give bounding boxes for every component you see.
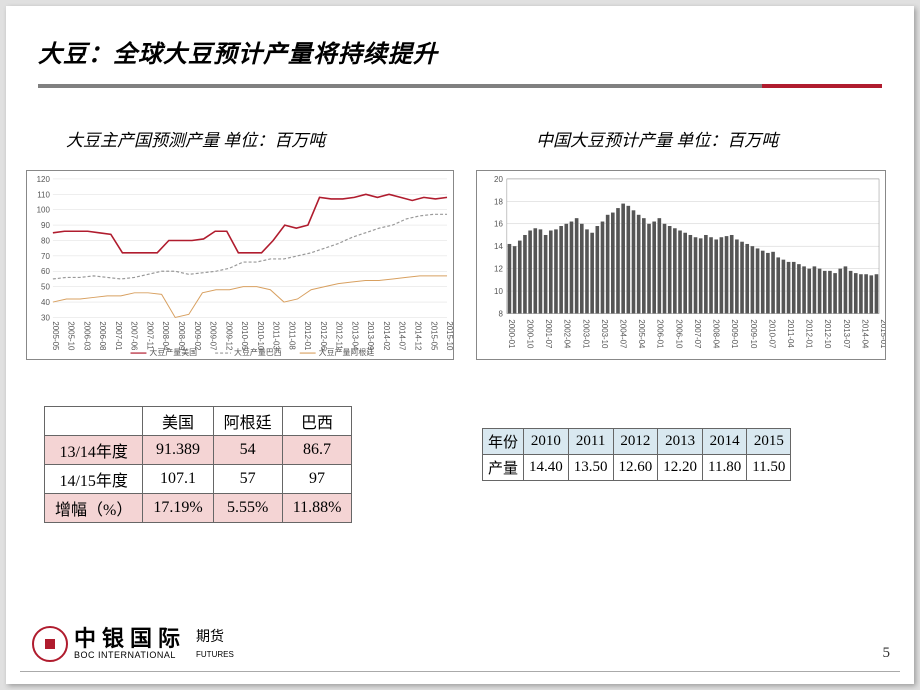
- svg-text:2007-01: 2007-01: [114, 321, 123, 351]
- svg-text:2012-01: 2012-01: [303, 321, 312, 351]
- svg-text:2007-06: 2007-06: [130, 321, 139, 351]
- col-us: 美国: [143, 407, 213, 436]
- svg-text:2013-04: 2013-04: [350, 321, 359, 351]
- svg-text:2003-10: 2003-10: [600, 319, 609, 349]
- svg-text:14: 14: [494, 242, 503, 251]
- svg-text:2011-03: 2011-03: [272, 321, 281, 350]
- svg-text:2014-02: 2014-02: [382, 321, 391, 350]
- svg-text:2011-08: 2011-08: [287, 321, 296, 350]
- svg-text:2015-01: 2015-01: [879, 319, 885, 349]
- svg-text:2005-04: 2005-04: [637, 319, 646, 349]
- svg-text:50: 50: [41, 283, 50, 292]
- right-bar-chart: 8 10 12 14 16 18 20 2000-01 2000-10 2001-07 2002-0…: [476, 170, 886, 360]
- svg-text:2002-04: 2002-04: [563, 319, 572, 349]
- logo: 中银国际 BOC INTERNATIONAL 期货 FUTURES: [32, 626, 234, 662]
- slide: 大豆：全球大豆预计产量将持续提升 大豆主产国预测产量 单位：百万吨 中国大豆预计…: [6, 6, 914, 684]
- svg-text:20: 20: [494, 175, 503, 184]
- svg-text:110: 110: [37, 190, 50, 199]
- svg-text:大豆产量美国: 大豆产量美国: [149, 347, 197, 357]
- svg-text:2000-10: 2000-10: [525, 319, 534, 349]
- svg-text:2015-05: 2015-05: [429, 321, 438, 351]
- svg-text:80: 80: [41, 236, 50, 245]
- svg-text:10: 10: [494, 287, 503, 296]
- svg-text:18: 18: [494, 197, 503, 206]
- svg-text:2009-01: 2009-01: [730, 319, 739, 349]
- svg-text:大豆产量阿根廷: 大豆产量阿根廷: [319, 347, 375, 357]
- svg-text:2004-07: 2004-07: [618, 319, 627, 348]
- svg-text:2005-05: 2005-05: [51, 321, 60, 351]
- right-table-row-years: 年份 2010 2011 2012 2013 2014 2015: [483, 429, 791, 455]
- col-ar: 阿根廷: [213, 407, 282, 436]
- svg-text:40: 40: [41, 298, 50, 307]
- left-line-chart: 30 40 50 60 70 80 90 100 110 120 2005-05 2005-10 200…: [26, 170, 454, 360]
- svg-text:2012-10: 2012-10: [823, 319, 832, 349]
- svg-text:70: 70: [41, 252, 50, 261]
- svg-text:120: 120: [37, 175, 51, 184]
- svg-text:60: 60: [41, 267, 50, 276]
- svg-text:2012-11: 2012-11: [335, 321, 344, 350]
- brand-suffix: 期货 FUTURES: [196, 626, 234, 662]
- svg-text:2008-04: 2008-04: [161, 321, 170, 351]
- svg-text:2009-07: 2009-07: [209, 321, 218, 350]
- svg-text:90: 90: [41, 221, 50, 230]
- brand-en: BOC INTERNATIONAL: [74, 650, 176, 660]
- svg-text:2014-04: 2014-04: [860, 319, 869, 349]
- table-row: 增幅（%） 17.19% 5.55% 11.88%: [45, 494, 352, 523]
- table-row: 14/15年度 107.1 57 97: [45, 465, 352, 494]
- logo-text: 中银国际 BOC INTERNATIONAL: [74, 627, 186, 661]
- left-table: 美国 阿根廷 巴西 13/14年度 91.389 54 86.7 14/15年度…: [44, 406, 352, 523]
- svg-text:2008-04: 2008-04: [712, 319, 721, 349]
- logo-coin-icon: [32, 626, 68, 662]
- svg-text:2006-01: 2006-01: [656, 319, 665, 349]
- subtitle-left: 大豆主产国预测产量 单位：百万吨: [66, 126, 325, 151]
- svg-text:12: 12: [494, 265, 503, 274]
- svg-text:2012-01: 2012-01: [805, 319, 814, 349]
- svg-text:2007-11: 2007-11: [145, 321, 154, 350]
- title-divider: [38, 84, 882, 88]
- svg-text:2012-06: 2012-06: [319, 321, 328, 351]
- svg-text:100: 100: [37, 206, 51, 215]
- svg-text:2006-08: 2006-08: [98, 321, 107, 351]
- right-table: 年份 2010 2011 2012 2013 2014 2015 产量 14.4…: [482, 428, 791, 481]
- svg-text:2011-04: 2011-04: [786, 319, 795, 348]
- svg-text:2000-01: 2000-01: [507, 319, 516, 349]
- slide-title: 大豆：全球大豆预计产量将持续提升: [38, 34, 438, 69]
- svg-text:2006-03: 2006-03: [82, 321, 91, 351]
- left-table-header: 美国 阿根廷 巴西: [45, 407, 352, 436]
- brand-cn: 中银国际: [74, 626, 186, 651]
- footer-line: [20, 671, 900, 672]
- svg-text:2010-05: 2010-05: [240, 321, 249, 351]
- svg-text:2006-10: 2006-10: [674, 319, 683, 349]
- svg-text:2015-10: 2015-10: [445, 321, 453, 351]
- svg-text:大豆产量巴西: 大豆产量巴西: [234, 347, 282, 357]
- svg-text:2003-01: 2003-01: [581, 319, 590, 349]
- svg-text:2009-10: 2009-10: [749, 319, 758, 349]
- svg-text:2008-09: 2008-09: [177, 321, 186, 351]
- svg-text:2014-07: 2014-07: [398, 321, 407, 350]
- svg-text:2013-09: 2013-09: [366, 321, 375, 351]
- svg-text:2013-07: 2013-07: [842, 319, 851, 348]
- footer: 中银国际 BOC INTERNATIONAL 期货 FUTURES 5: [6, 614, 914, 684]
- svg-text:2007-07: 2007-07: [693, 319, 702, 348]
- svg-text:2010-07: 2010-07: [767, 319, 776, 348]
- svg-text:2001-07: 2001-07: [544, 319, 553, 348]
- svg-text:2010-10: 2010-10: [256, 321, 265, 351]
- svg-text:2009-02: 2009-02: [193, 321, 202, 350]
- col-br: 巴西: [282, 407, 352, 436]
- svg-text:30: 30: [41, 313, 50, 322]
- svg-text:2009-12: 2009-12: [224, 321, 233, 350]
- page-number: 5: [883, 645, 891, 662]
- svg-text:16: 16: [494, 220, 503, 229]
- svg-text:2005-10: 2005-10: [67, 321, 76, 351]
- subtitle-right: 中国大豆预计产量 单位：百万吨: [536, 126, 778, 151]
- cell-empty: [45, 407, 143, 436]
- table-row: 13/14年度 91.389 54 86.7: [45, 436, 352, 465]
- svg-text:2014-12: 2014-12: [413, 321, 422, 350]
- right-table-row-values: 产量 14.40 13.50 12.60 12.20 11.80 11.50: [483, 455, 791, 481]
- svg-text:8: 8: [498, 309, 503, 318]
